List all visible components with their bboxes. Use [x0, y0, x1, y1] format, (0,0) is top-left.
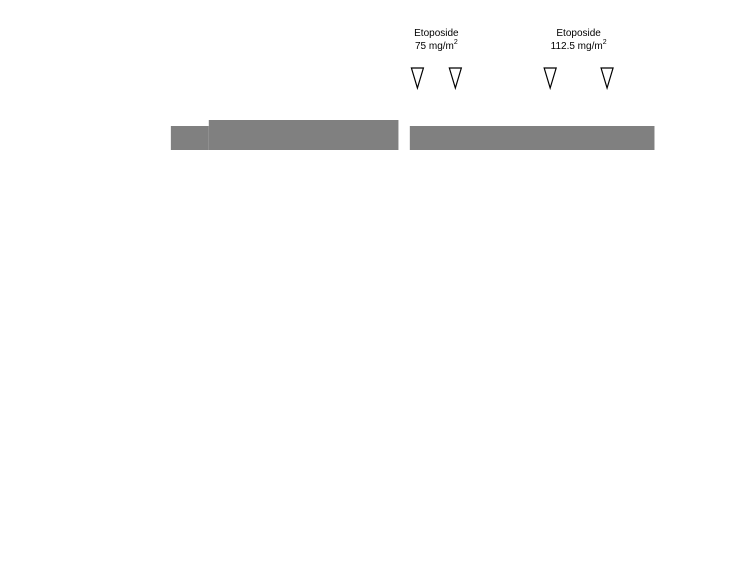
etoposide-arrow: [601, 68, 613, 88]
csa-bar: [171, 126, 209, 150]
etoposide-arrow: [449, 68, 461, 88]
etoposide-arrow: [544, 68, 556, 88]
etoposide-arrow: [411, 68, 423, 88]
csa-bar: [410, 126, 655, 150]
svg-text:Etoposide112.5 mg/m2: Etoposide112.5 mg/m2: [551, 28, 607, 52]
csa-bar: [209, 120, 399, 150]
svg-text:Etoposide75 mg/m2: Etoposide75 mg/m2: [414, 28, 459, 52]
